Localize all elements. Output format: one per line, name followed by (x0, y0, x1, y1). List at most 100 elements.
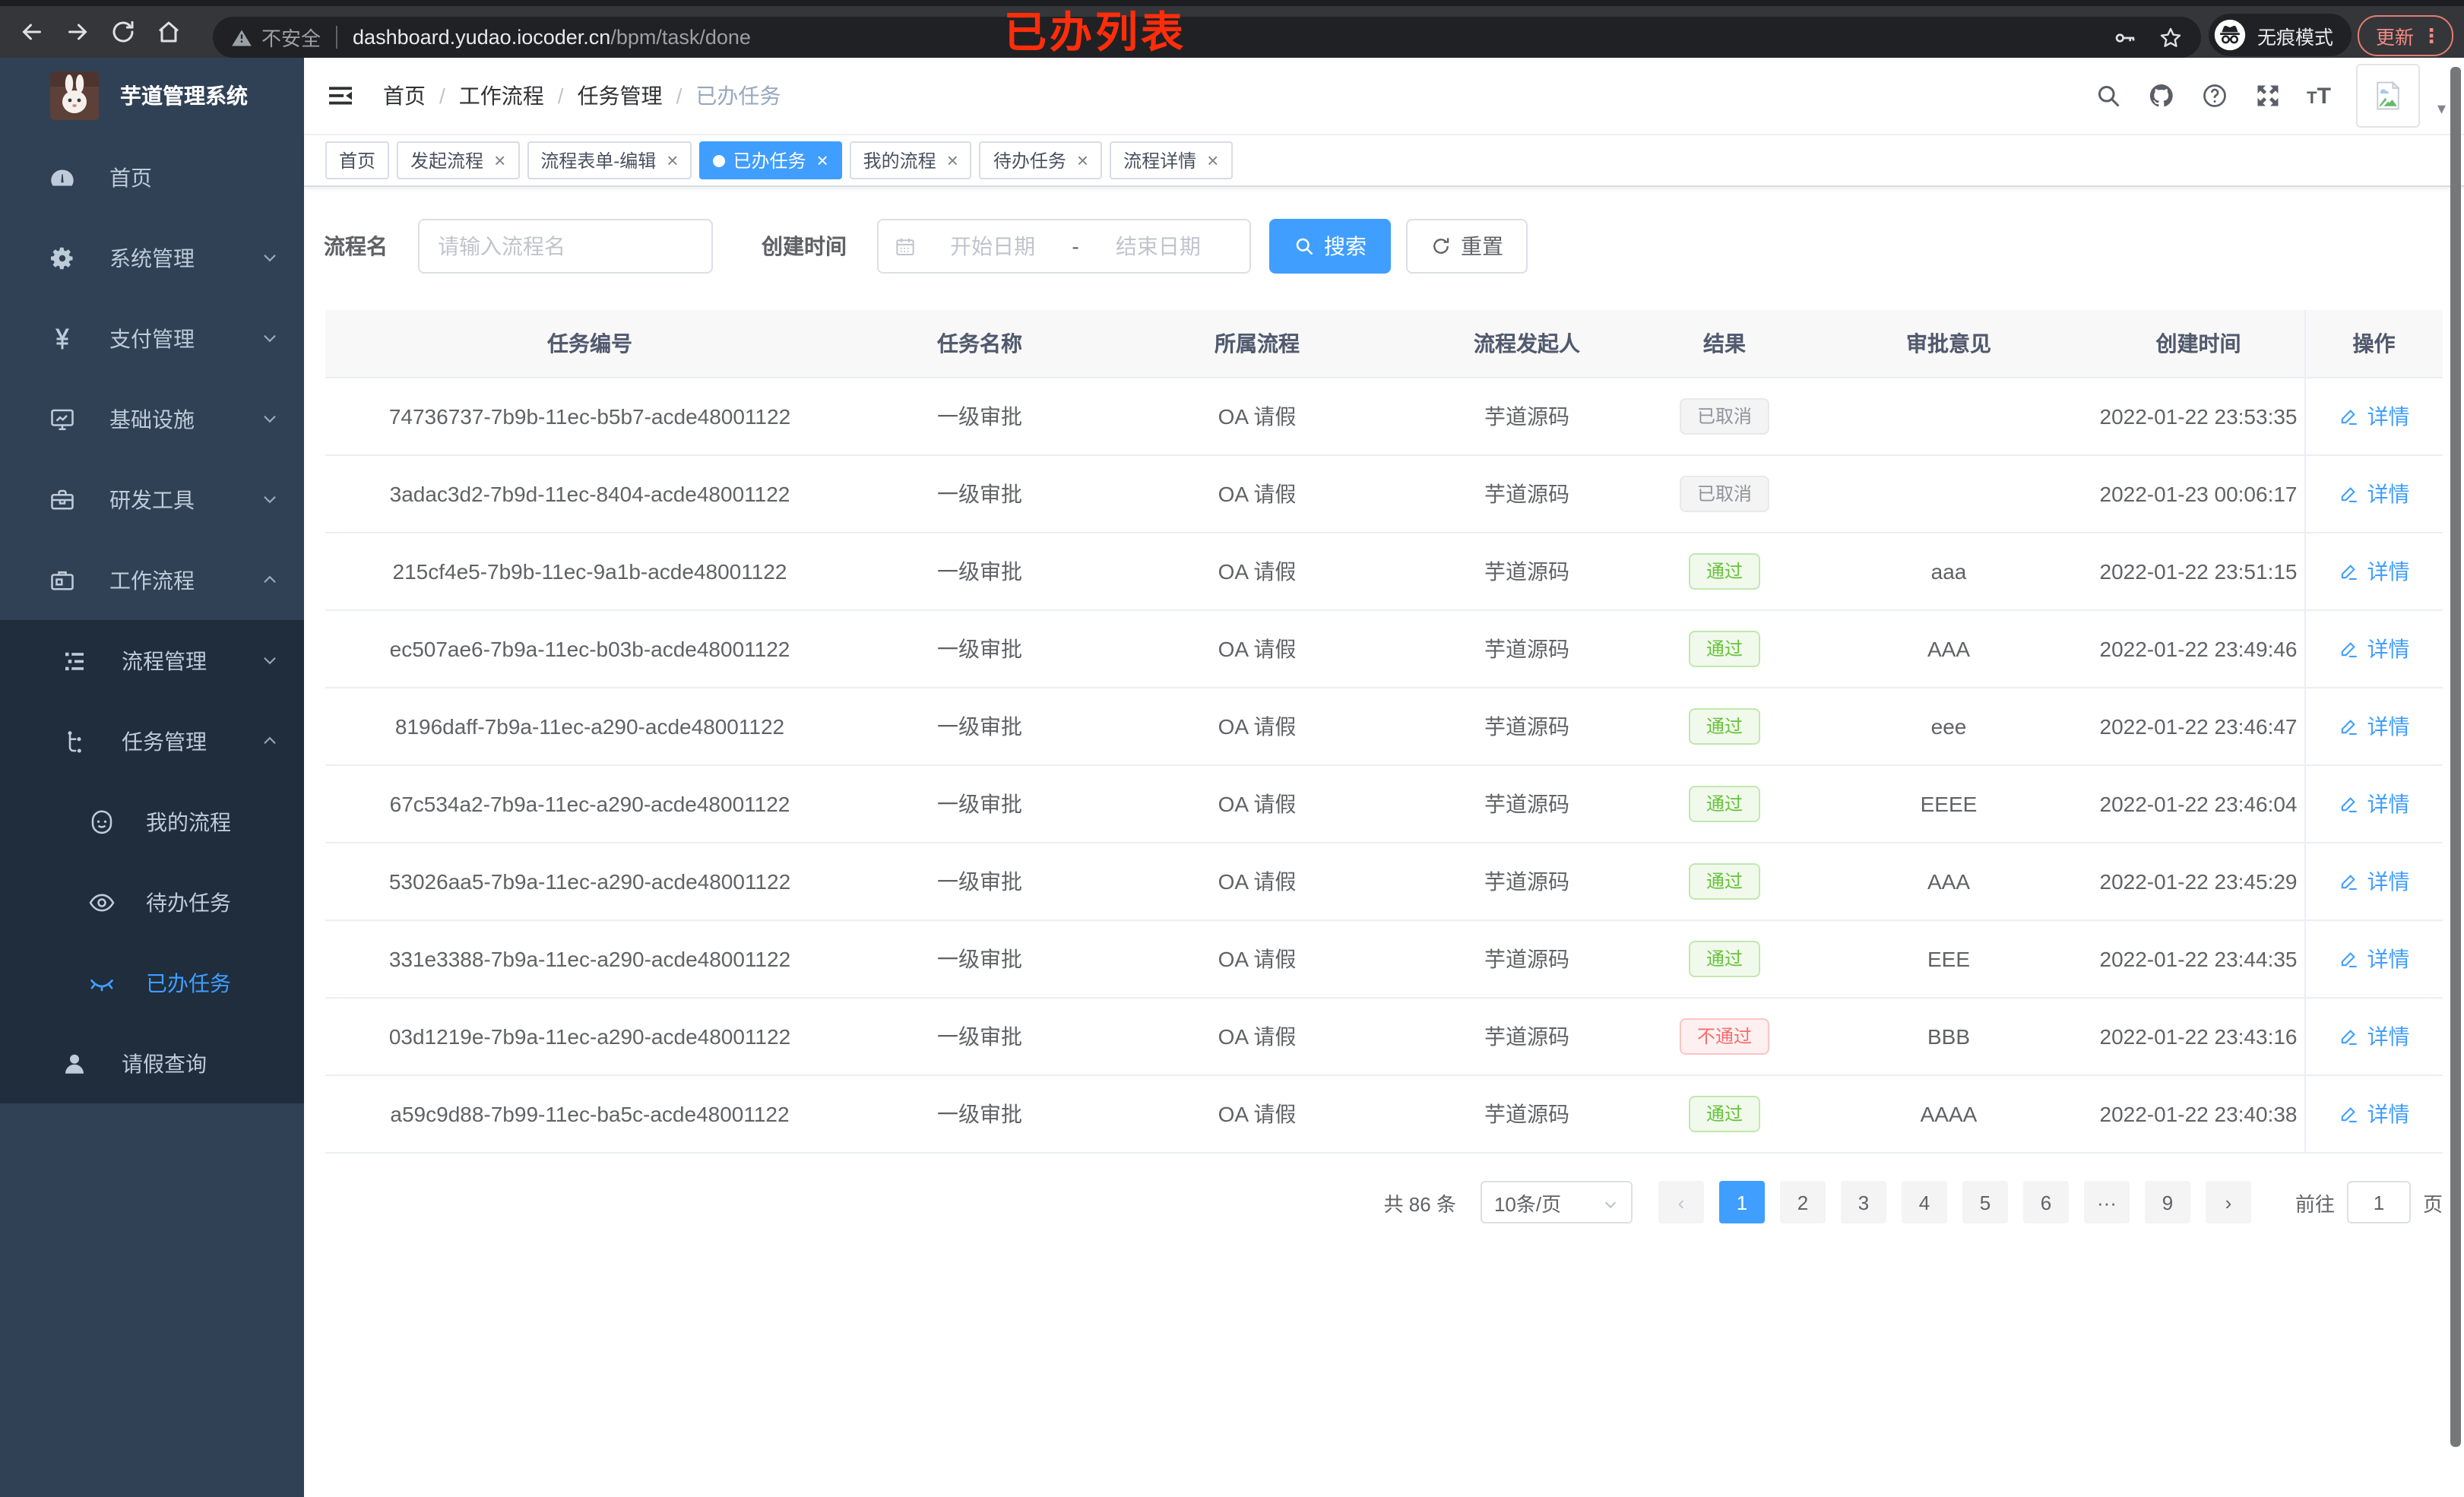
result-cell: 通过 (1645, 533, 1804, 611)
tab-流程详情[interactable]: 流程详情 × (1110, 141, 1233, 179)
reset-button[interactable]: 重置 (1406, 219, 1528, 274)
goto-page-input[interactable] (2346, 1181, 2411, 1223)
browser-menu-icon[interactable]: ⋮ (2421, 24, 2441, 46)
sidebar-item-我的流程[interactable]: 我的流程 (0, 781, 304, 862)
process-name-input[interactable] (418, 219, 713, 274)
detail-link[interactable]: 详情 (2339, 556, 2410, 587)
detail-link[interactable]: 详情 (2339, 944, 2410, 974)
font-size-icon[interactable]: TT (2307, 83, 2331, 109)
tab-流程表单-编辑[interactable]: 流程表单-编辑 × (527, 141, 692, 179)
chevron-down-icon (260, 650, 280, 670)
starter-cell: 芋道源码 (1409, 378, 1645, 456)
action-cell: 详情 (2304, 455, 2443, 533)
fullscreen-icon[interactable] (2253, 82, 2281, 109)
avatar-caret-icon[interactable]: ▾ (2437, 100, 2446, 118)
sidebar-item-待办任务[interactable]: 待办任务 (0, 862, 304, 942)
process-cell: OA 请假 (1105, 1075, 1409, 1154)
page-button-4[interactable]: 4 (1901, 1181, 1947, 1223)
sidebar-item-任务管理[interactable]: 任务管理 (0, 701, 304, 781)
tab-label: 待办任务 (993, 150, 1066, 172)
sidebar-item-系统管理[interactable]: 系统管理 (0, 217, 304, 298)
security-label: 不安全 (261, 27, 321, 50)
close-icon[interactable]: × (1207, 149, 1219, 172)
result-cell: 已取消 (1645, 378, 1804, 456)
sidebar-fold-icon[interactable] (325, 81, 356, 111)
task-id-cell: 331e3388-7b9a-11ec-a290-acde48001122 (325, 920, 854, 999)
tab-label: 我的流程 (863, 150, 936, 172)
task-id-cell: ec507ae6-7b9a-11ec-b03b-acde48001122 (325, 610, 854, 688)
sidebar-item-已办任务[interactable]: 已办任务 (0, 942, 304, 1023)
tab-已办任务[interactable]: 已办任务 × (699, 141, 842, 179)
close-icon[interactable]: × (946, 149, 958, 172)
sidebar-item-流程管理[interactable]: 流程管理 (0, 620, 304, 701)
detail-link[interactable]: 详情 (2339, 634, 2410, 664)
github-icon[interactable] (2147, 82, 2174, 109)
tab-待办任务[interactable]: 待办任务 × (979, 141, 1103, 179)
date-range-input[interactable]: 开始日期 - 结束日期 (877, 219, 1251, 274)
page-button-9[interactable]: 9 (2144, 1181, 2190, 1223)
help-icon[interactable] (2200, 82, 2228, 109)
search-button[interactable]: 搜索 (1269, 219, 1391, 274)
breadcrumb-item[interactable]: 任务管理 (577, 84, 663, 108)
reload-icon[interactable] (109, 18, 137, 46)
update-button[interactable]: 更新 ⋮ (2357, 15, 2453, 56)
search-icon[interactable] (2094, 82, 2121, 109)
table-row: 67c534a2-7b9a-11ec-a290-acde48001122 一级审批… (325, 765, 2443, 843)
close-icon[interactable]: × (667, 149, 679, 172)
detail-link[interactable]: 详情 (2339, 479, 2410, 509)
starter-cell: 芋道源码 (1409, 688, 1645, 766)
page-button-5[interactable]: 5 (1962, 1181, 2008, 1223)
breadcrumb-item[interactable]: 首页 (383, 84, 426, 108)
result-cell: 已取消 (1645, 455, 1804, 533)
close-icon[interactable]: × (816, 149, 828, 172)
tab-label: 流程表单-编辑 (540, 150, 657, 172)
start-date-placeholder: 开始日期 (950, 234, 1036, 258)
tab-发起流程[interactable]: 发起流程 × (397, 141, 520, 179)
created-cell: 2022-01-22 23:46:04 (2093, 765, 2304, 843)
sidebar-item-研发工具[interactable]: 研发工具 (0, 459, 304, 540)
key-icon[interactable] (2113, 25, 2137, 49)
chevron-up-icon (260, 570, 280, 590)
avatar[interactable] (2356, 64, 2421, 128)
back-icon[interactable] (18, 18, 46, 46)
home-icon[interactable] (155, 18, 182, 46)
bookmark-star-icon[interactable] (2158, 25, 2183, 49)
detail-link[interactable]: 详情 (2339, 789, 2410, 819)
sidebar-item-工作流程[interactable]: 工作流程 (0, 540, 304, 620)
chevron-down-icon (260, 489, 280, 509)
sidebar-item-基础设施[interactable]: 基础设施 (0, 378, 304, 459)
prev-page-button[interactable]: ‹ (1658, 1181, 1704, 1223)
detail-link[interactable]: 详情 (2339, 401, 2410, 432)
page-button-6[interactable]: 6 (2022, 1181, 2069, 1223)
broken-image-icon (2377, 81, 2401, 110)
column-header: 任务编号 (325, 310, 854, 378)
close-icon[interactable]: × (494, 149, 506, 172)
tab-首页[interactable]: 首页 (325, 141, 390, 179)
sidebar-item-支付管理[interactable]: 支付管理 (0, 298, 304, 378)
sidebar-item-请假查询[interactable]: 请假查询 (0, 1023, 304, 1103)
task-name-cell: 一级审批 (854, 998, 1105, 1076)
detail-link[interactable]: 详情 (2339, 1021, 2410, 1052)
more-pages-button[interactable]: ··· (2083, 1181, 2130, 1223)
select-caret-icon (1602, 1194, 1619, 1211)
detail-link[interactable]: 详情 (2339, 1099, 2410, 1129)
process-cell: OA 请假 (1105, 998, 1409, 1076)
result-badge: 通过 (1689, 786, 1759, 822)
forward-icon[interactable] (64, 18, 91, 46)
page-button-3[interactable]: 3 (1840, 1181, 1886, 1223)
page-button-2[interactable]: 2 (1779, 1181, 1826, 1223)
sidebar-item-首页[interactable]: 首页 (0, 137, 304, 217)
next-page-button[interactable]: › (2205, 1181, 2251, 1223)
page-scrollbar[interactable] (2450, 67, 2461, 1447)
detail-link[interactable]: 详情 (2339, 866, 2410, 897)
process-cell: OA 请假 (1105, 688, 1409, 766)
action-cell: 详情 (2304, 765, 2443, 843)
tab-我的流程[interactable]: 我的流程 × (849, 141, 972, 179)
detail-link[interactable]: 详情 (2339, 711, 2410, 742)
column-header: 创建时间 (2093, 310, 2304, 378)
page-size-select[interactable]: 10条/页 (1480, 1181, 1633, 1223)
close-icon[interactable]: × (1076, 149, 1089, 172)
url-bar[interactable]: 不安全 dashboard.yudao.iocoder.cn/bpm/task/… (213, 17, 2201, 58)
page-button-1[interactable]: 1 (1718, 1181, 1765, 1223)
breadcrumb-item[interactable]: 工作流程 (458, 84, 544, 108)
